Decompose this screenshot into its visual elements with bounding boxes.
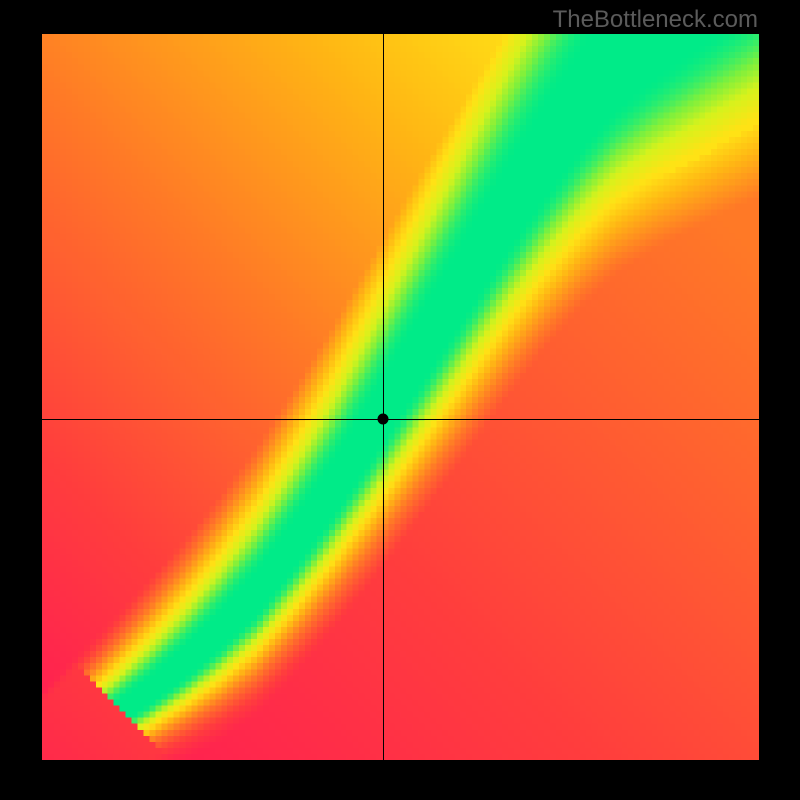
crosshair-marker bbox=[377, 413, 388, 424]
heatmap-plot bbox=[42, 34, 759, 760]
crosshair-horizontal bbox=[42, 419, 759, 420]
chart-frame: TheBottleneck.com bbox=[0, 0, 800, 800]
watermark-text: TheBottleneck.com bbox=[553, 6, 758, 34]
crosshair-vertical bbox=[383, 34, 384, 760]
heatmap-canvas bbox=[42, 34, 759, 760]
